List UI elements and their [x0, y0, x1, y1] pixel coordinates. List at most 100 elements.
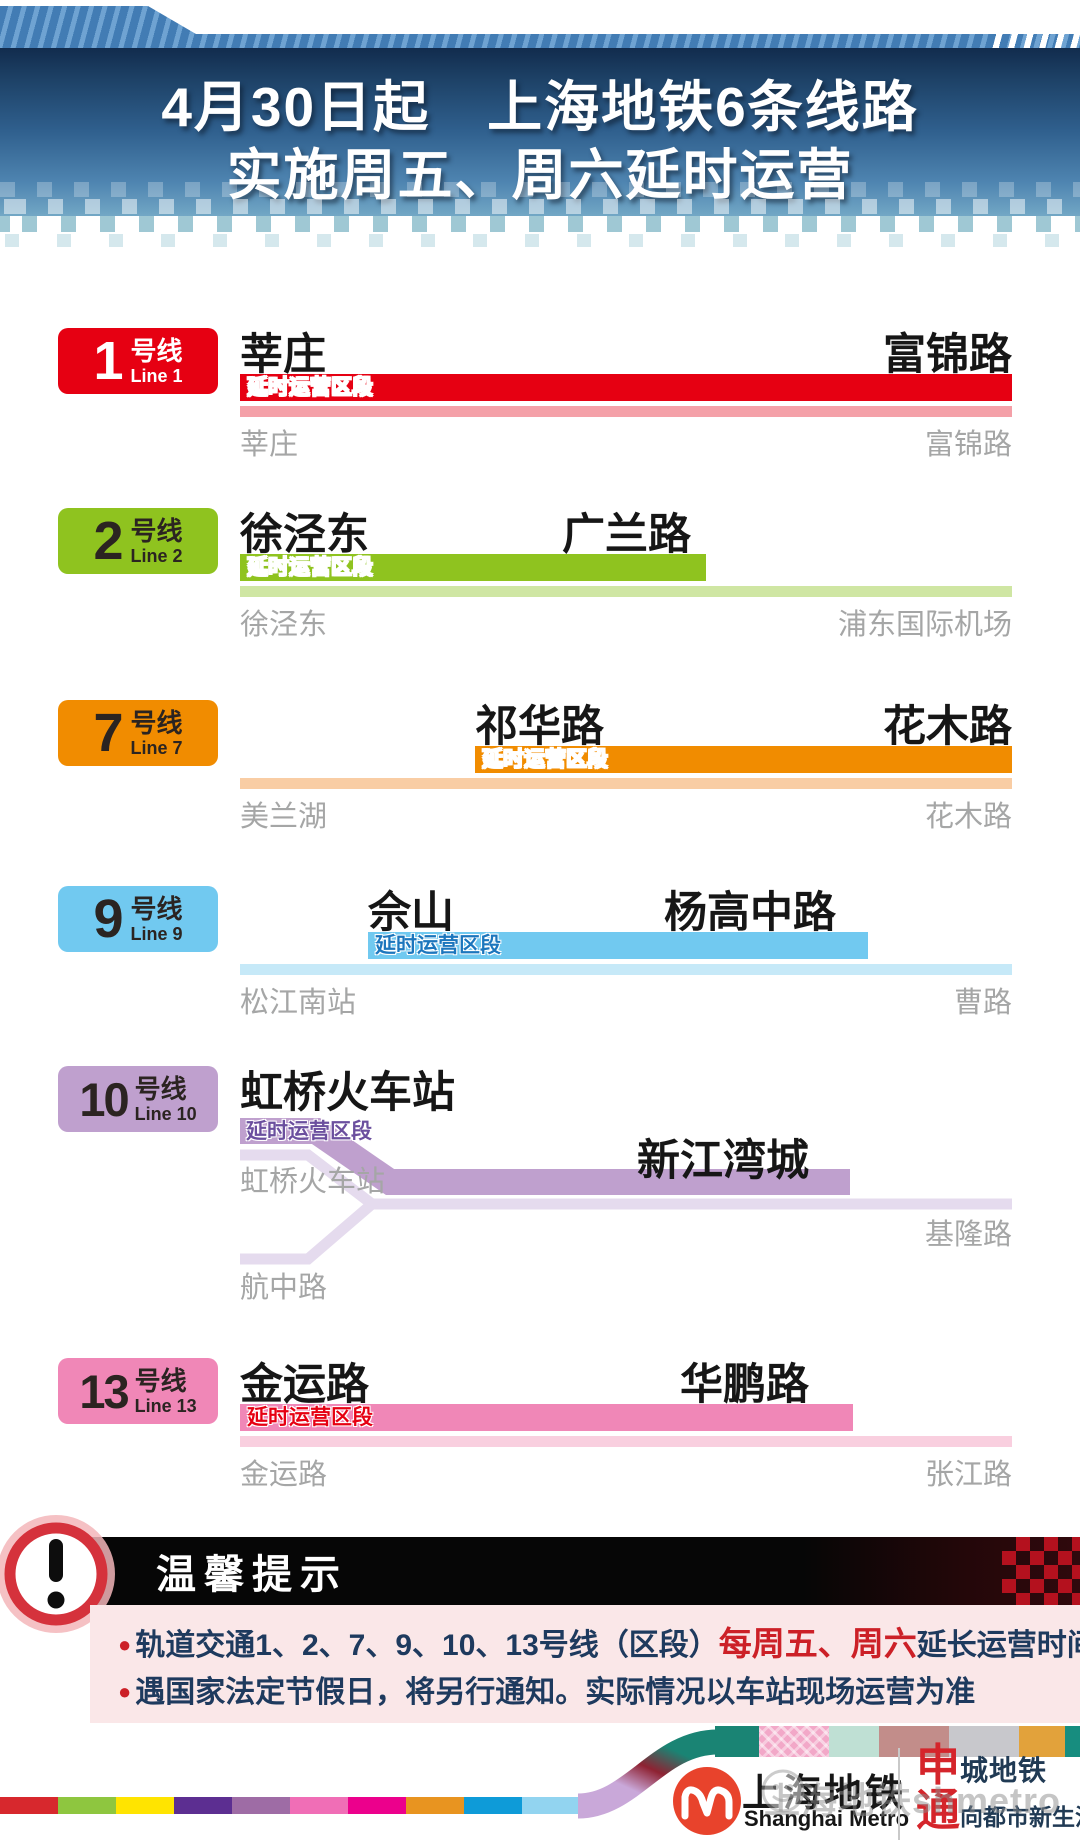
extended-segment-label: 延时运营区段 — [375, 934, 501, 957]
footer-ribbon-curve — [577, 1729, 719, 1819]
header-mosaic-row — [0, 216, 1080, 232]
extended-segment-label: 延时运营区段 — [247, 376, 373, 399]
extended-segment-bar: 延时运营区段 — [240, 554, 706, 581]
segment-end-station: 华鹏路 — [680, 1361, 809, 1409]
line-en-label: Line 10 — [134, 1103, 197, 1124]
full-line-bar — [240, 406, 1012, 417]
ribbon-segment — [290, 1797, 348, 1814]
line-1-badge: 1 号线 Line 1 — [58, 328, 218, 394]
checker-pattern — [1002, 1537, 1080, 1605]
line-terminus-start: 莘庄 — [240, 429, 299, 461]
ribbon-segment — [715, 1726, 759, 1757]
line-branch-terminus: 航中路 — [240, 1272, 328, 1304]
extended-segment-bar: 延时运营区段 — [240, 374, 1012, 401]
footer-ribbon-bottom — [0, 1797, 580, 1814]
full-line-bar — [240, 778, 1012, 789]
slogan-line-2-text: 向都市新生活 — [960, 1804, 1080, 1830]
ribbon-segment — [348, 1797, 406, 1814]
line-en-label: Line 9 — [130, 923, 183, 944]
line-10-section: 10 号线 Line 10 虹桥火车站 新江湾城 延时运营区段 虹桥火车站 基隆… — [0, 1058, 1080, 1308]
ribbon-segment — [0, 1797, 58, 1814]
line-terminus-end: 浦东国际机场 — [837, 609, 1012, 641]
line-number: 13 — [79, 1364, 129, 1418]
segment-start-station: 莘庄 — [240, 331, 326, 379]
watermark-text: 上海地铁shmetro — [764, 1780, 1062, 1821]
line-badge-text: 号线 Line 1 — [131, 338, 183, 385]
ribbon-segment — [464, 1797, 522, 1814]
line-13-badge: 13 号线 Line 13 — [58, 1358, 218, 1424]
line-number: 10 — [79, 1072, 129, 1126]
header-stripe-band — [0, 6, 1080, 48]
ribbon-segment — [1019, 1726, 1065, 1757]
extended-segment-label: 延时运营区段 — [247, 556, 373, 579]
line-2-badge: 2 号线 Line 2 — [58, 508, 218, 574]
line-7-badge: 7 号线 Line 7 — [58, 700, 218, 766]
header-mosaic-row — [0, 199, 1080, 214]
line-terminus-start: 美兰湖 — [240, 801, 328, 833]
segment-start-station: 徐泾东 — [240, 511, 369, 559]
poster-title-line1: 4月30日起 上海地铁6条线路 — [161, 76, 919, 138]
slogan-line-2-initial: 通 — [916, 1786, 960, 1835]
slogan-line-1-text: 城地铁 — [960, 1755, 1048, 1786]
segment-start-station: 佘山 — [368, 889, 454, 937]
line-terminus-start: 金运路 — [240, 1459, 328, 1491]
full-line-bar — [240, 1436, 1012, 1447]
line-terminus-start: 松江南站 — [240, 987, 357, 1019]
exclamation-icon — [0, 1515, 115, 1633]
extended-segment-label: 延时运营区段 — [246, 1120, 372, 1143]
line-en-label: Line 7 — [130, 737, 183, 758]
segment-end-station: 花木路 — [883, 703, 1012, 751]
ribbon-segment — [58, 1797, 116, 1814]
brand-name-en: Shanghai Metro — [744, 1806, 910, 1831]
line-terminus-end: 花木路 — [924, 801, 1012, 833]
footer-divider — [898, 1748, 900, 1840]
line-7-section: 7 号线 Line 7 祁华路 花木路 延时运营区段 美兰湖 花木路 — [0, 692, 1080, 852]
notice-bullet-1-text: 轨道交通1、2、7、9、10、13号线（区段） — [135, 1629, 719, 1662]
line-number: 1 — [93, 331, 124, 391]
line-terminus-start: 虹桥火车站 — [240, 1166, 386, 1198]
line-9-badge: 9 号线 Line 9 — [58, 886, 218, 952]
line-en-label: Line 1 — [130, 365, 183, 386]
line-en-label: Line 2 — [130, 545, 183, 566]
ribbon-segment — [879, 1726, 949, 1757]
hatch-pattern — [759, 1726, 829, 1757]
extended-segment-label: 延时运营区段 — [482, 748, 608, 771]
poster-title-line2: 实施周五、周六延时运营 — [226, 144, 854, 206]
line-unit-label: 号线 — [130, 707, 183, 738]
extended-segment-label: 延时运营区段 — [247, 1406, 373, 1429]
notice-title: 温馨提示 — [156, 1553, 348, 1597]
line-2-section: 2 号线 Line 2 徐泾东 广兰路 延时运营区段 徐泾东 浦东国际机场 — [0, 500, 1080, 660]
line-en-label: Line 13 — [134, 1395, 197, 1416]
header-stripe-accent — [988, 30, 1080, 48]
ribbon-segment — [174, 1797, 232, 1814]
bullet-dot-icon: ● — [118, 1632, 132, 1657]
line-10-extended-segment — [240, 1118, 850, 1195]
line-1-section: 1 号线 Line 1 莘庄 富锦路 延时运营区段 莘庄 富锦路 — [0, 320, 1080, 480]
line-badge-text: 号线 Line 7 — [131, 710, 183, 757]
notice-bullet-1: ●轨道交通1、2、7、9、10、13号线（区段）每周五、周六延长运营时间。 — [118, 1621, 1080, 1669]
ribbon-segment — [1065, 1726, 1080, 1757]
line-terminus-end: 张江路 — [924, 1459, 1012, 1491]
line-terminus-end: 富锦路 — [924, 429, 1012, 461]
ribbon-segment — [949, 1726, 1019, 1757]
line-13-section: 13 号线 Line 13 金运路 华鹏路 延时运营区段 金运路 张江路 — [0, 1350, 1080, 1510]
line-10-branch-diagram — [240, 1118, 1012, 1265]
header-mosaic-row — [0, 182, 1080, 197]
line-10-badge: 10 号线 Line 10 — [58, 1066, 218, 1132]
line-9-section: 9 号线 Line 9 佘山 杨高中路 延时运营区段 松江南站 曹路 — [0, 878, 1080, 1038]
line-unit-label: 号线 — [134, 1073, 187, 1104]
shanghai-metro-logo — [673, 1767, 741, 1835]
segment-end-station: 广兰路 — [562, 511, 691, 559]
ribbon-segment — [232, 1797, 290, 1814]
line-badge-text: 号线 Line 10 — [135, 1076, 197, 1123]
slogan-line-2: 通 向都市新生活 — [916, 1789, 1080, 1833]
line-number: 9 — [93, 889, 124, 949]
extended-segment-bar: 延时运营区段 — [475, 746, 1012, 773]
full-line-bar — [240, 964, 1012, 975]
ribbon-segment — [829, 1726, 879, 1757]
line-badge-text: 号线 Line 2 — [131, 518, 183, 565]
line-badge-text: 号线 Line 9 — [131, 896, 183, 943]
line-10-full-upper-branch — [240, 1149, 376, 1209]
segment-end-station: 新江湾城 — [637, 1137, 809, 1185]
